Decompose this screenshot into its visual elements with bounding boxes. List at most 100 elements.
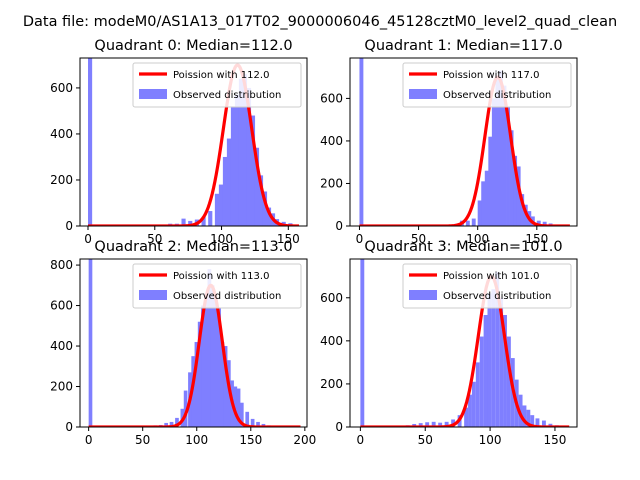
histogram-bar [495, 79, 500, 226]
y-tick-label: 400 [50, 127, 73, 141]
histogram-bar [256, 421, 260, 427]
histogram-bar [526, 409, 531, 427]
y-tick-label: 0 [335, 219, 343, 233]
histogram-bar [464, 407, 469, 427]
histogram-bar [181, 218, 186, 226]
histogram-bar [438, 422, 443, 427]
histogram-bar [210, 285, 215, 427]
plot-area [88, 259, 302, 427]
x-tick-label: 0 [357, 433, 365, 447]
legend-bar-swatch [409, 89, 437, 99]
y-tick-label: 200 [320, 377, 343, 391]
x-tick-label: 0 [356, 232, 364, 246]
histogram-bar [230, 106, 236, 226]
histogram-bar [542, 221, 547, 226]
legend-box [132, 263, 302, 309]
histogram-bar [503, 315, 507, 427]
histogram-bar [471, 218, 476, 226]
poisson-line [359, 75, 571, 226]
histogram-bar [465, 220, 470, 226]
histogram-bar [418, 423, 423, 427]
histogram-bar [481, 181, 486, 226]
x-tick-label: 150 [525, 232, 548, 246]
histogram-bar [223, 346, 228, 427]
histogram-bar [258, 175, 264, 226]
y-tick-label: 600 [50, 81, 73, 95]
histogram-bar [471, 381, 476, 427]
histogram-bar [220, 341, 225, 427]
subplot-title: Quadrant 0: Median=112.0 [94, 38, 292, 54]
y-tick-label: 400 [320, 134, 343, 148]
x-tick-label: 150 [277, 232, 300, 246]
x-tick-label: 0 [85, 433, 93, 447]
histogram-bar [266, 207, 272, 226]
y-tick-label: 400 [50, 339, 73, 353]
histogram-bar [502, 85, 507, 226]
histogram-bar [530, 415, 535, 427]
y-tick-label: 0 [65, 420, 73, 434]
subplot-quadrant-2: 0 50 100 150 200 0 200 400 600 800 Quadrant 2: Med… [50, 239, 316, 447]
histogram-bar [238, 78, 244, 226]
histogram-bar [513, 155, 518, 226]
histogram-bar [431, 421, 436, 427]
histogram-bar [214, 193, 220, 226]
plot-area [359, 58, 571, 226]
y-tick-label: 600 [320, 91, 343, 105]
histogram-bar [214, 297, 218, 427]
subplot-quadrant-3: 0 50 100 150 0 200 400 600 Quadrant 3: Median=10… [320, 239, 578, 447]
histogram-bar-zero [88, 259, 93, 427]
histogram-bar [226, 138, 232, 226]
histogram-bar [236, 388, 241, 427]
plot-area [87, 58, 300, 226]
histogram-bar [468, 394, 472, 427]
x-tick-label: 50 [418, 433, 433, 447]
histogram-bar [183, 390, 188, 427]
y-tick-label: 200 [50, 173, 73, 187]
y-tick-label: 200 [50, 380, 73, 394]
x-tick-label: 50 [411, 232, 426, 246]
y-tick-label: 200 [320, 176, 343, 190]
y-tick-label: 400 [320, 334, 343, 348]
x-tick-label: 200 [293, 433, 316, 447]
legend-box [402, 263, 572, 309]
histogram-bar [222, 156, 228, 226]
axes-frame [349, 57, 578, 227]
axes-frame [79, 57, 308, 227]
legend-box [132, 62, 302, 108]
x-tick-label: 100 [479, 433, 502, 447]
histogram-bar-zero [359, 58, 364, 226]
legend-entry-poisson: Poission with 101.0 [443, 271, 539, 282]
histogram-bar [522, 405, 527, 427]
histogram-bar [208, 211, 213, 226]
x-tick-label: 100 [210, 232, 233, 246]
histogram-bar [194, 341, 199, 427]
histogram-bar [535, 418, 540, 427]
y-tick-label: 600 [320, 291, 343, 305]
legend-bar-swatch [139, 89, 167, 99]
histogram-bar [175, 417, 179, 427]
histogram-bar [484, 170, 489, 226]
legend-entry-observed: Observed distribution [443, 291, 551, 302]
x-tick-label: 150 [543, 433, 566, 447]
histogram-bar [520, 194, 525, 226]
histogram-bar [201, 305, 205, 427]
histogram-bar [254, 147, 260, 226]
histogram-bar-zero [88, 58, 93, 226]
histogram-bar [536, 220, 541, 226]
histogram-bar [506, 106, 510, 226]
histogram-bar [246, 87, 252, 226]
histogram-bar [201, 216, 206, 226]
subplot-title: Quadrant 1: Median=117.0 [364, 38, 562, 54]
histogram-bar [239, 402, 244, 427]
legend-entry-poisson: Poission with 112.0 [173, 70, 269, 81]
legend-entry-observed: Observed distribution [443, 90, 551, 101]
histogram-bar [197, 321, 202, 427]
histogram-bar [516, 166, 521, 226]
histogram-bar [233, 386, 238, 427]
histogram-bar [509, 130, 514, 226]
legend-bar-swatch [409, 290, 437, 300]
histogram-bar [204, 293, 208, 427]
histogram-bar-zero [360, 259, 365, 427]
histogram-bar [164, 422, 168, 427]
x-tick-label: 100 [466, 232, 489, 246]
